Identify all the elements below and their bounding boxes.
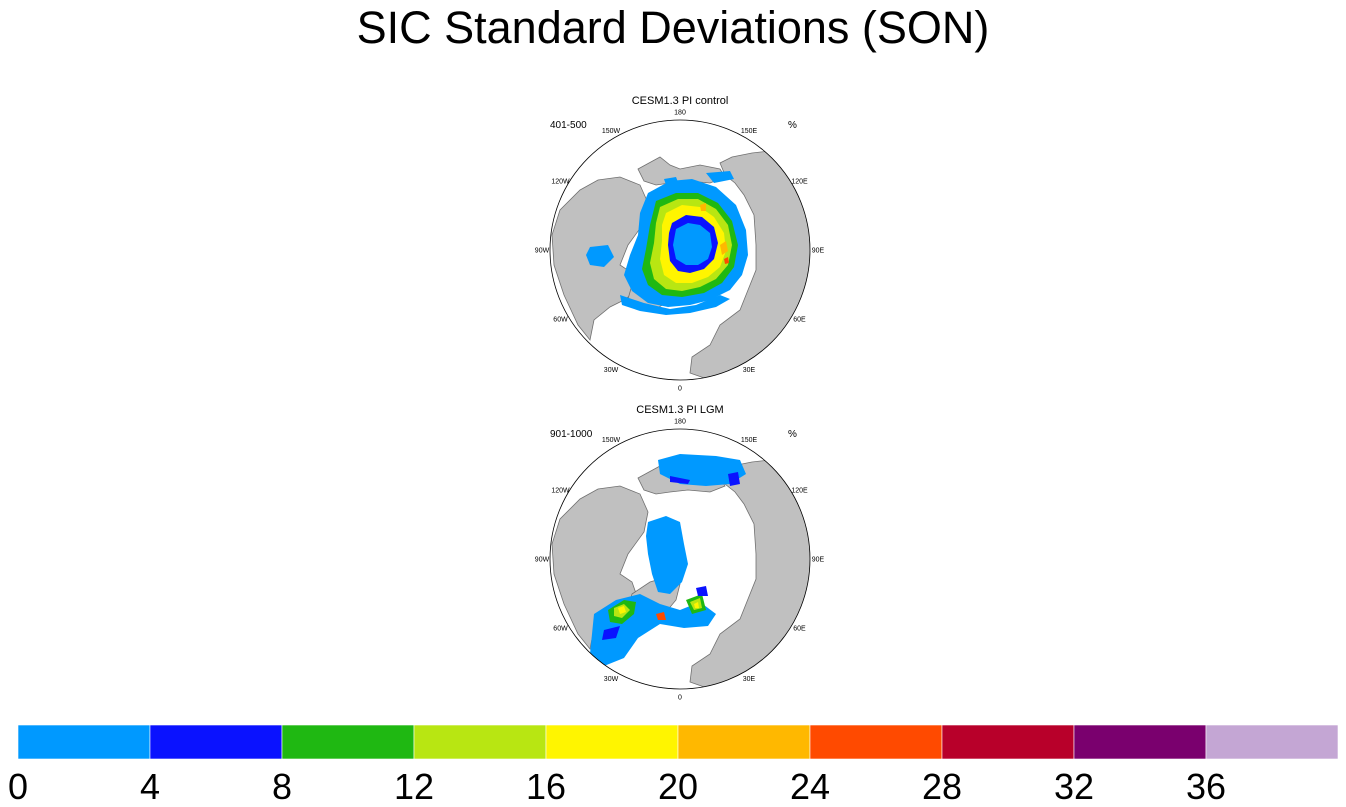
panel-title: CESM1.3 PI LGM (636, 404, 724, 416)
main-title: SIC Standard Deviations (SON) (356, 2, 990, 53)
longitude-label: 90E (812, 557, 825, 564)
longitude-label: 120W (551, 179, 570, 186)
longitude-label: 90W (535, 248, 550, 255)
longitude-label: 150W (602, 437, 621, 444)
panel-units-label: % (788, 120, 797, 131)
longitude-label: 60E (793, 317, 806, 324)
map-panel-pi-control: CESM1.3 PI control 401-500 % (520, 95, 840, 393)
colorbar: 0 4 8 12 16 20 24 28 32 36 (8, 724, 1339, 807)
longitude-label: 60W (553, 317, 568, 324)
map-panel-pi-lgm: CESM1.3 PI LGM 901-1000 % 180 150E 120E 9 (520, 404, 840, 702)
colorbar-tick-label: 36 (1186, 766, 1226, 807)
ice-atlantic-band-12-16 (614, 598, 702, 618)
colorbar-tick-label: 16 (526, 766, 566, 807)
longitude-label: 60E (793, 626, 806, 633)
longitude-label: 150W (602, 128, 621, 135)
colorbar-tick-label: 12 (394, 766, 434, 807)
ice-field-orange-spots (700, 203, 728, 255)
panel-left-label: 901-1000 (550, 429, 593, 440)
colorbar-tick-label: 32 (1054, 766, 1094, 807)
colorbar-box (1205, 724, 1339, 760)
longitude-label: 30W (604, 676, 619, 683)
longitude-label: 180 (674, 110, 686, 117)
colorbar-box (149, 724, 283, 760)
map-border (549, 119, 811, 381)
colorbar-box (545, 724, 679, 760)
longitude-label: 30E (743, 367, 756, 374)
ice-field-red-spots (724, 257, 729, 264)
longitude-label: 150E (741, 128, 758, 135)
colorbar-box (281, 724, 415, 760)
longitude-label: 120W (551, 488, 570, 495)
map-border (549, 428, 811, 690)
polar-map: 180 150E 120E 90E 60E 30E 0 30W 60W 90W 120W 150W (535, 110, 825, 393)
longitude-label: 150E (741, 437, 758, 444)
ice-field-core (673, 223, 712, 265)
colorbar-tick-label: 0 (8, 766, 28, 807)
longitude-label: 0 (678, 695, 682, 702)
land-eurasia (689, 459, 810, 689)
panel-left-label: 401-500 (550, 120, 587, 131)
colorbar-box (941, 724, 1075, 760)
ice-central (646, 516, 688, 594)
colorbar-tick-label: 8 (272, 766, 292, 807)
ice-bering-band-4-8 (670, 472, 740, 486)
longitude-label: 0 (678, 386, 682, 393)
ice-bering (664, 171, 734, 191)
longitude-label: 120E (791, 488, 808, 495)
longitude-label: 120E (791, 179, 808, 186)
longitude-label: 180 (674, 419, 686, 426)
colorbar-tick-label: 28 (922, 766, 962, 807)
colorbar-box (809, 724, 943, 760)
land-eurasia (689, 150, 810, 380)
colorbar-box (677, 724, 811, 760)
panel-units-label: % (788, 429, 797, 440)
colorbar-tick-label: 20 (658, 766, 698, 807)
colorbar-box (17, 724, 151, 760)
longitude-label: 60W (553, 626, 568, 633)
longitude-label: 90W (535, 557, 550, 564)
longitude-label: 30W (604, 367, 619, 374)
longitude-label: 90E (812, 248, 825, 255)
ice-atlantic-band-8-12 (608, 594, 706, 624)
ice-field-atlantic (620, 295, 730, 315)
colorbar-box (1073, 724, 1207, 760)
ice-atlantic-band-4-8 (602, 586, 708, 640)
colorbar-box (413, 724, 547, 760)
polar-map: 180 150E 120E 90E 60E 30E 0 30W 60W 90W 120W 150W (535, 419, 825, 702)
ice-hudson (586, 245, 614, 267)
ice-red-spot (656, 612, 666, 620)
colorbar-tick-label: 24 (790, 766, 830, 807)
panel-title: CESM1.3 PI control (631, 95, 729, 107)
colorbar-tick-label: 4 (140, 766, 160, 807)
longitude-label: 30E (743, 676, 756, 683)
